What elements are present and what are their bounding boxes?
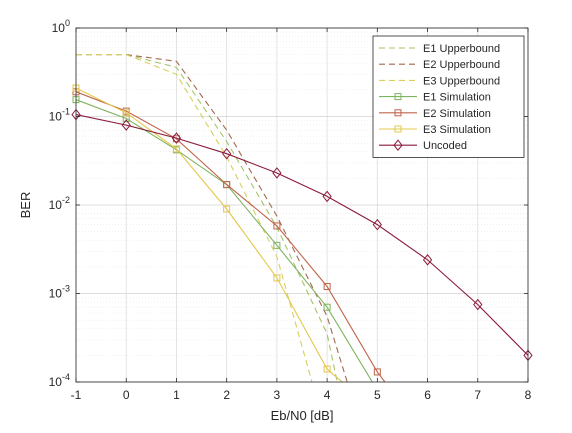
y-tick-label: 10-2 (49, 195, 70, 212)
data-point (323, 365, 331, 373)
y-axis-label: BER (18, 192, 33, 219)
legend-item: E1 Upperbound (379, 43, 500, 55)
data-point (323, 282, 331, 290)
legend-label: E2 Upperbound (423, 59, 500, 71)
data-point (322, 190, 332, 203)
legend-label: E3 Upperbound (423, 75, 500, 87)
data-point (223, 205, 231, 213)
legend-label: E1 Simulation (423, 92, 491, 104)
y-tick-label: 10-3 (49, 284, 70, 301)
x-tick-label: 1 (173, 388, 180, 402)
legend-item: E2 Upperbound (379, 59, 500, 71)
legend-item: E3 Upperbound (379, 75, 500, 87)
legend-item: E2 Simulation (379, 108, 491, 120)
data-point (171, 132, 182, 144)
data-point (273, 222, 281, 230)
data-point (373, 368, 381, 376)
series-layer (71, 54, 533, 383)
legend-label: E1 Upperbound (423, 43, 500, 55)
data-point (422, 254, 433, 266)
legend-item: E1 Simulation (379, 92, 491, 104)
x-tick-label: -1 (71, 388, 82, 402)
legend-label: E3 Simulation (423, 124, 491, 136)
x-tick-label: 3 (274, 388, 281, 402)
x-tick-label: 8 (525, 388, 532, 402)
series-line (75, 87, 343, 383)
data-point (372, 218, 382, 231)
series-line (76, 54, 313, 383)
legend-marker (393, 139, 403, 152)
y-tick-label: 10-4 (49, 372, 70, 389)
data-point (121, 119, 131, 131)
x-tick-label: 7 (474, 388, 481, 402)
x-tick-label: 2 (223, 388, 230, 402)
series-line (75, 114, 529, 356)
legend-marker (394, 93, 402, 101)
x-tick-label: 6 (424, 388, 431, 402)
x-tick-label: 4 (324, 388, 331, 402)
y-tick-label: 100 (52, 18, 70, 35)
data-point (272, 167, 282, 179)
data-point (473, 298, 483, 311)
x-axis-label: Eb/N0 [dB] (271, 408, 334, 423)
data-point (273, 274, 281, 282)
legend-item: Uncoded (379, 139, 467, 152)
series-line (75, 91, 386, 383)
series-e3-simulation (72, 84, 343, 383)
legend: E1 Upperbound E2 Upperbound E3 Upperbound E… (372, 35, 525, 158)
legend-marker (394, 109, 402, 117)
legend-label: Uncoded (423, 140, 467, 152)
data-point (273, 241, 281, 249)
legend-item: E3 Simulation (379, 124, 491, 136)
data-point (323, 303, 331, 311)
legend-marker (394, 125, 402, 133)
legend-label: E2 Simulation (423, 108, 491, 120)
ticks: -1 0 1 2 3 4 5 6 7 8 100 10-1 10-2 10-3 10-4 (49, 18, 532, 402)
series-e3-upperbound (76, 54, 313, 383)
y-tick-label: 10-1 (49, 107, 70, 124)
x-tick-label: 0 (123, 388, 130, 402)
data-point (122, 109, 130, 117)
data-point (172, 145, 180, 153)
data-point (223, 181, 231, 189)
x-tick-label: 5 (374, 388, 381, 402)
data-point (222, 147, 232, 160)
